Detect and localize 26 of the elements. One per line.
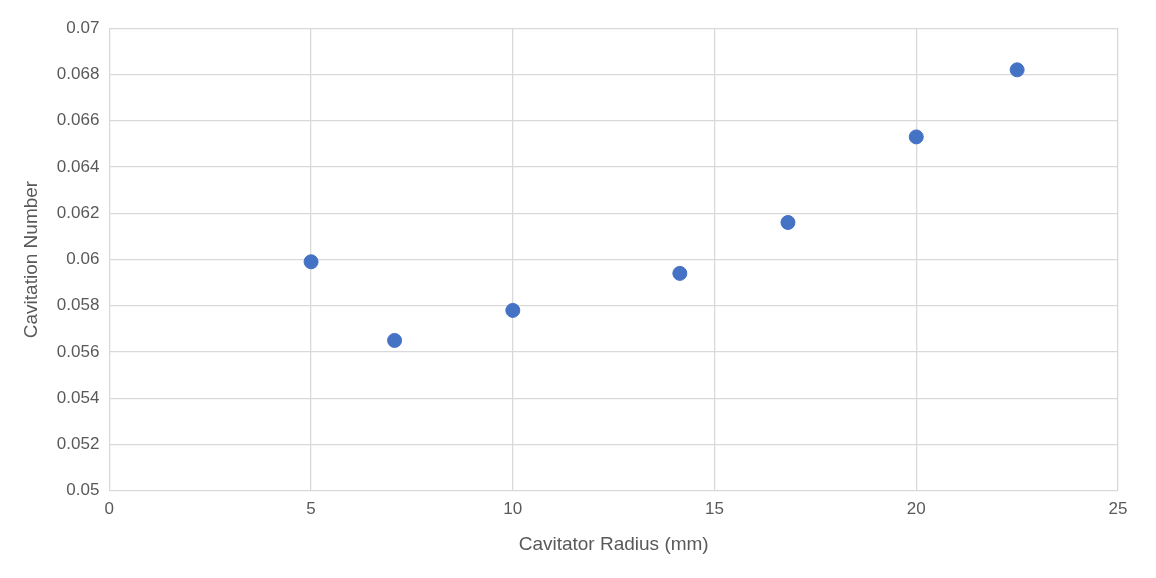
y-tick-label: 0.068 <box>56 64 100 84</box>
y-tick-label: 0.064 <box>56 156 100 176</box>
y-tick-label: 0.06 <box>66 249 100 269</box>
y-tick-label: 0.062 <box>56 202 100 222</box>
point <box>672 265 688 281</box>
y-tick-label: 0.07 <box>66 17 100 37</box>
y-tick-label: 0.054 <box>56 387 100 407</box>
x-axis-title: Cavitator Radius (mm) <box>518 532 709 554</box>
point <box>387 332 403 348</box>
x-tick-label: 5 <box>306 498 316 518</box>
x-tick-label: 25 <box>1108 498 1128 518</box>
x-tick-label: 0 <box>104 498 115 518</box>
point <box>505 302 521 318</box>
y-tick-label: 0.058 <box>56 295 100 315</box>
y-tick-label: 0.05 <box>66 480 100 500</box>
x-tick-label: 10 <box>503 498 523 518</box>
y-tick-label: 0.056 <box>56 341 100 361</box>
y-tick-label: 0.066 <box>56 110 100 130</box>
point <box>303 254 319 270</box>
point <box>908 129 924 145</box>
x-tick-label: 15 <box>705 498 724 518</box>
x-tick-label: 20 <box>906 498 926 518</box>
point <box>780 214 796 230</box>
point <box>1009 62 1025 78</box>
y-tick-label: 0.052 <box>56 434 100 454</box>
y-axis-title: Cavitation Number <box>19 180 41 339</box>
